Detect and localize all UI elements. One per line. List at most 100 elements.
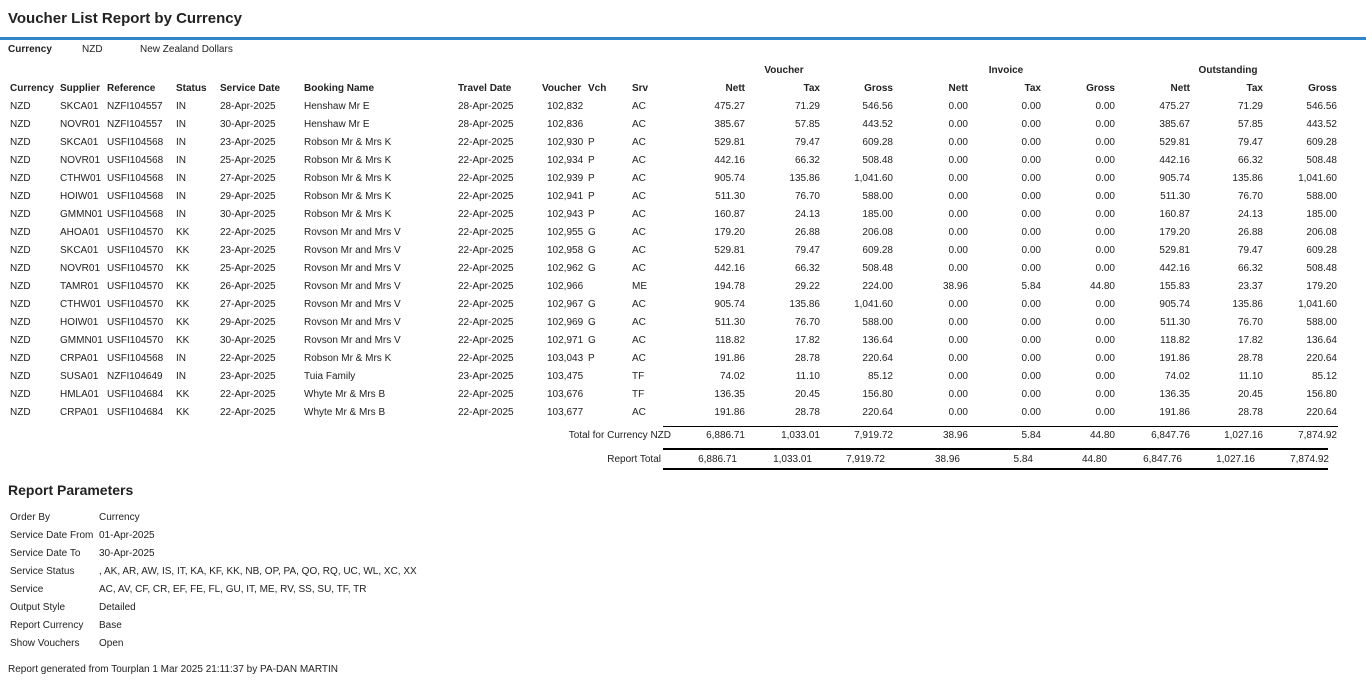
table-cell: AC xyxy=(632,335,646,346)
parameter-name: Service Date To xyxy=(10,548,81,559)
total-value: 1,027.16 xyxy=(1224,430,1263,441)
table-cell: USFI104568 xyxy=(107,191,164,202)
parameter-name: Order By xyxy=(10,512,51,523)
table-cell: AC xyxy=(632,155,646,166)
table-cell: NZD xyxy=(10,173,31,184)
table-cell: 23-Apr-2025 xyxy=(220,371,276,382)
table-cell: NOVR01 xyxy=(60,119,101,130)
total-value: 7,874.92 xyxy=(1298,430,1337,441)
table-cell: 23-Apr-2025 xyxy=(220,245,276,256)
table-cell: 17.82 xyxy=(794,335,820,346)
table-cell: 905.74 xyxy=(714,299,745,310)
footer: Report generated from Tourplan 1 Mar 202… xyxy=(8,664,338,675)
table-cell: USFI104684 xyxy=(107,407,164,418)
table-cell: P xyxy=(588,155,595,166)
table-cell: AHOA01 xyxy=(60,227,100,238)
table-cell: 23.37 xyxy=(1237,281,1263,292)
table-cell: 0.00 xyxy=(948,155,968,166)
table-cell: 0.00 xyxy=(1021,173,1041,184)
parameter-name: Service Status xyxy=(10,566,75,577)
table-cell: 11.10 xyxy=(1238,371,1263,382)
table-cell: 442.16 xyxy=(714,263,745,274)
table-cell: 28-Apr-2025 xyxy=(458,101,514,112)
total-value: 7,919.72 xyxy=(854,430,893,441)
table-cell: 0.00 xyxy=(1021,263,1041,274)
table-cell: 118.82 xyxy=(715,335,745,346)
table-cell: 905.74 xyxy=(1159,173,1190,184)
table-cell: 0.00 xyxy=(1021,371,1041,382)
table-cell: 24.13 xyxy=(794,209,820,220)
table-cell: 22-Apr-2025 xyxy=(220,353,276,364)
title-rule xyxy=(0,37,1366,40)
table-cell: 30-Apr-2025 xyxy=(220,119,276,130)
table-cell: 22-Apr-2025 xyxy=(458,191,514,202)
table-cell: 0.00 xyxy=(1095,209,1115,220)
table-cell: SUSA01 xyxy=(60,371,99,382)
total-value: 1,033.01 xyxy=(781,430,820,441)
table-cell: 0.00 xyxy=(1021,155,1041,166)
table-cell: TF xyxy=(632,389,645,400)
table-cell: 0.00 xyxy=(948,101,968,112)
parameter-value: 01-Apr-2025 xyxy=(99,530,155,541)
table-cell: G xyxy=(588,227,596,238)
total-value: 6,847.76 xyxy=(1143,454,1182,465)
column-header: Reference xyxy=(107,83,156,94)
table-cell: 28.78 xyxy=(1237,353,1263,364)
table-cell: 102,930 xyxy=(547,137,584,148)
table-cell: NZD xyxy=(10,101,31,112)
table-cell: 22-Apr-2025 xyxy=(458,263,514,274)
table-cell: IN xyxy=(176,209,186,220)
table-cell: 0.00 xyxy=(1095,227,1115,238)
table-cell: 102,958 xyxy=(547,245,584,256)
table-cell: Whyte Mr & Mrs B xyxy=(304,407,386,418)
column-header: Voucher xyxy=(542,83,582,94)
table-cell: 22-Apr-2025 xyxy=(458,155,514,166)
total-value: 44.80 xyxy=(1081,454,1107,465)
table-cell: 511.30 xyxy=(715,317,745,328)
table-cell: 22-Apr-2025 xyxy=(458,335,514,346)
table-cell: 0.00 xyxy=(1095,371,1115,382)
column-header: Srv xyxy=(632,83,649,94)
table-cell: 0.00 xyxy=(1095,389,1115,400)
table-cell: NZD xyxy=(10,209,31,220)
table-cell: 26-Apr-2025 xyxy=(220,281,276,292)
table-cell: KK xyxy=(176,335,190,346)
table-cell: 38.96 xyxy=(942,281,968,292)
table-cell: 136.64 xyxy=(862,335,893,346)
column-header: Gross xyxy=(1308,83,1337,94)
table-cell: USFI104568 xyxy=(107,353,164,364)
table-cell: 0.00 xyxy=(948,389,968,400)
table-cell: 443.52 xyxy=(862,119,893,130)
table-cell: NZD xyxy=(10,191,31,202)
table-cell: 22-Apr-2025 xyxy=(458,389,514,400)
table-cell: 0.00 xyxy=(1095,317,1115,328)
table-cell: AC xyxy=(632,263,646,274)
table-cell: 385.67 xyxy=(714,119,745,130)
table-cell: AC xyxy=(632,353,646,364)
parameters-title: Report Parameters xyxy=(8,482,134,498)
total-value: 6,847.76 xyxy=(1151,430,1190,441)
table-cell: 76.70 xyxy=(794,191,820,202)
table-cell: Robson Mr & Mrs K xyxy=(304,209,392,220)
table-cell: 44.80 xyxy=(1089,281,1115,292)
table-cell: G xyxy=(588,263,596,274)
table-cell: USFI104570 xyxy=(107,245,164,256)
table-cell: 905.74 xyxy=(1159,299,1190,310)
table-cell: NZFI104649 xyxy=(107,371,163,382)
table-cell: 442.16 xyxy=(714,155,745,166)
table-cell: 76.70 xyxy=(1237,317,1263,328)
table-cell: SKCA01 xyxy=(60,137,99,148)
table-cell: 79.47 xyxy=(1237,137,1263,148)
total-value: 44.80 xyxy=(1089,430,1115,441)
table-cell: Henshaw Mr E xyxy=(304,101,370,112)
table-cell: 30-Apr-2025 xyxy=(220,209,276,220)
table-cell: Robson Mr & Mrs K xyxy=(304,137,392,148)
table-cell: 25-Apr-2025 xyxy=(220,263,276,274)
table-cell: 905.74 xyxy=(714,173,745,184)
table-cell: 0.00 xyxy=(1021,119,1041,130)
table-cell: NZD xyxy=(10,281,31,292)
table-cell: 0.00 xyxy=(1021,209,1041,220)
table-cell: 103,677 xyxy=(547,407,584,418)
column-header: Service Date xyxy=(220,83,281,94)
table-cell: HMLA01 xyxy=(60,389,99,400)
